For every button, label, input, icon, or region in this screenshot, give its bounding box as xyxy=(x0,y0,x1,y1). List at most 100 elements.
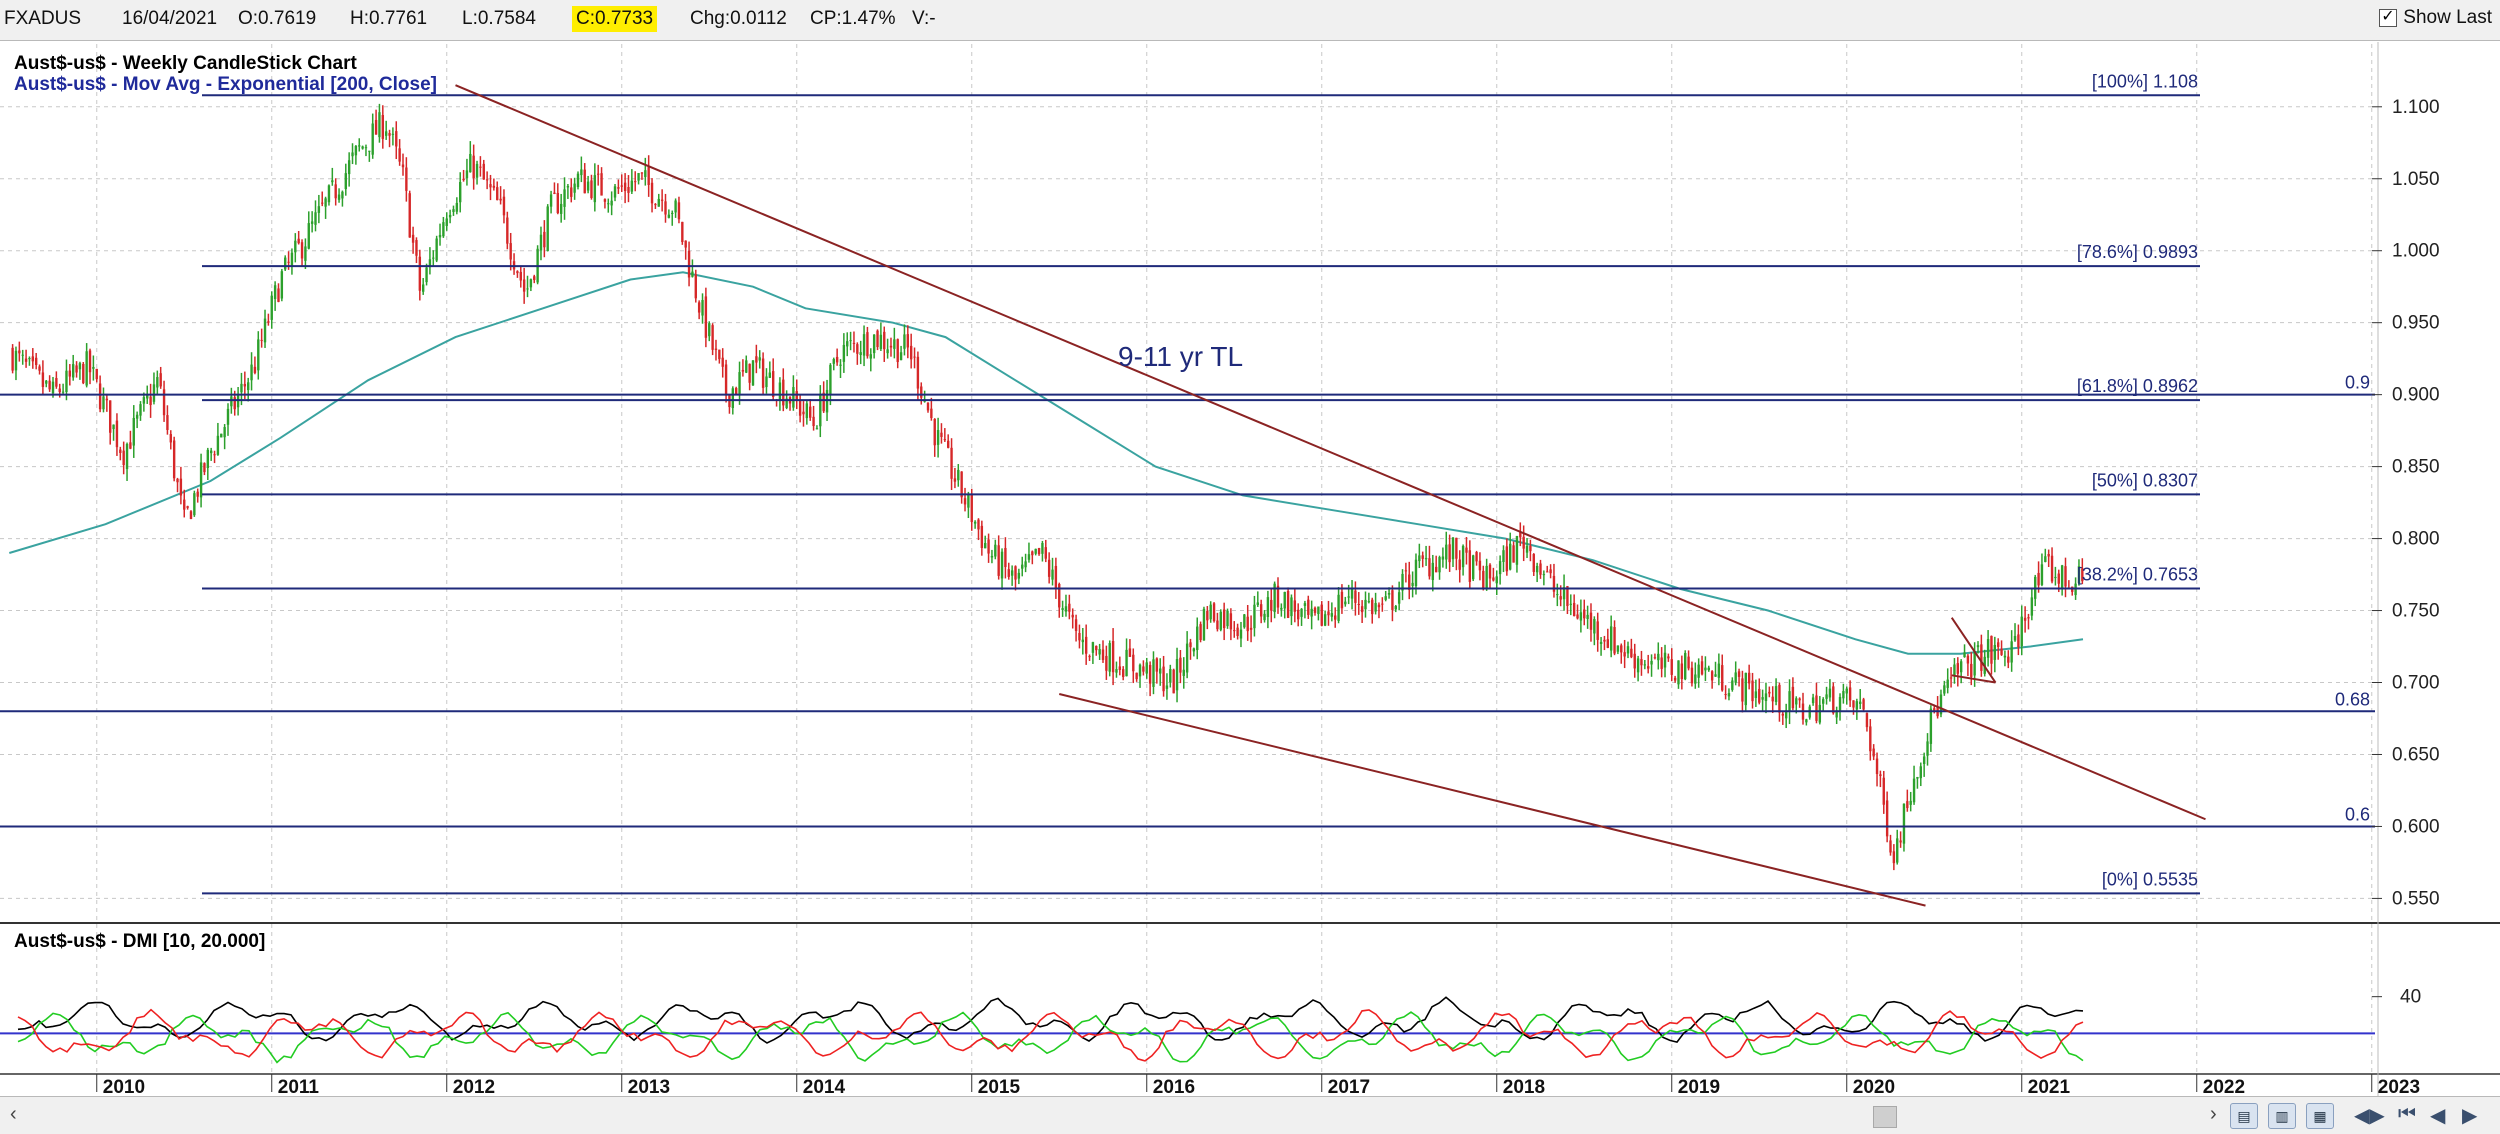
candle-body xyxy=(391,133,395,135)
time-tick-label: 2019 xyxy=(1678,1077,1720,1096)
candle-body xyxy=(872,334,876,354)
candle-body xyxy=(1468,550,1472,582)
candle-body xyxy=(1525,545,1529,553)
candle-body xyxy=(1522,536,1525,549)
candle-body xyxy=(45,380,48,384)
time-tick-label: 2010 xyxy=(103,1077,145,1096)
candle-body xyxy=(408,193,411,238)
candle-body xyxy=(1461,545,1465,568)
time-tick-label: 2015 xyxy=(978,1077,1021,1096)
candle-body xyxy=(2027,617,2030,619)
candle-body xyxy=(1209,604,1212,620)
scroll-right-icon[interactable]: › xyxy=(2210,1103,2217,1125)
candle-body xyxy=(1471,555,1475,580)
candle-body xyxy=(755,356,758,363)
candle-body xyxy=(314,212,317,225)
show-last-checkbox[interactable]: Show Last xyxy=(2379,6,2492,29)
candle-body xyxy=(432,257,435,259)
candle-body xyxy=(634,181,637,183)
candle-body xyxy=(593,175,597,203)
horizontal-scrollbar[interactable]: ‹ › ▤ ▥ ▦ ◀▶ ⏮ ◀ ▶ xyxy=(0,1096,2500,1134)
candle-body xyxy=(1546,571,1549,573)
candle-body xyxy=(98,383,102,410)
candle-body xyxy=(1334,615,1337,620)
candle-body xyxy=(21,354,24,356)
candle-body xyxy=(223,427,226,438)
candle-body xyxy=(1643,664,1647,666)
zoom-in-icon[interactable]: ▤ xyxy=(2230,1103,2258,1129)
scroll-left-icon[interactable]: ‹ xyxy=(10,1103,17,1125)
candle-body xyxy=(1428,558,1431,577)
candle-body xyxy=(1660,657,1663,669)
candle-body xyxy=(125,443,129,470)
candle-body xyxy=(1236,627,1239,636)
price-tick-label: 0.900 xyxy=(2392,385,2440,406)
candle-body xyxy=(1411,582,1414,586)
candle-body xyxy=(1199,624,1202,640)
candle-body xyxy=(1970,663,1973,677)
trendline-pennant-top xyxy=(1950,617,1997,684)
step-back-icon[interactable]: ◀ xyxy=(2430,1105,2446,1127)
candle-body xyxy=(987,539,990,554)
candle-body xyxy=(832,359,835,364)
candle-body xyxy=(260,339,263,341)
candle-body xyxy=(1673,677,1677,681)
candle-body xyxy=(1404,570,1408,572)
candle-body xyxy=(1613,627,1616,654)
candle-body xyxy=(88,350,92,373)
candle-body xyxy=(543,231,546,248)
candle-body xyxy=(119,449,122,453)
candle-body xyxy=(846,341,849,347)
candle-body xyxy=(913,356,916,358)
candle-body xyxy=(1095,645,1098,651)
scroll-both-icon[interactable]: ◀▶ xyxy=(2354,1105,2385,1127)
candle-body xyxy=(65,370,68,393)
candle-body xyxy=(943,439,947,441)
jump-start-icon[interactable]: ⏮ xyxy=(2398,1103,2416,1125)
candle-body xyxy=(1206,611,1209,621)
candle-body xyxy=(822,392,825,412)
candle-body xyxy=(576,173,580,188)
candle-body xyxy=(253,366,257,373)
candle-body xyxy=(172,440,176,479)
zoom-out-icon[interactable]: ▥ xyxy=(2268,1103,2296,1129)
candle-body xyxy=(1340,591,1344,609)
time-tick-label: 2012 xyxy=(453,1077,495,1096)
candle-body xyxy=(1670,659,1673,675)
candle-body xyxy=(1068,603,1071,612)
candle-body xyxy=(681,221,684,243)
candle-body xyxy=(1482,570,1485,589)
candle-body xyxy=(1256,602,1260,605)
scrollbar-thumb[interactable] xyxy=(1873,1106,1897,1128)
save-icon[interactable]: ▦ xyxy=(2306,1103,2334,1129)
candle-body xyxy=(580,169,583,176)
candle-body xyxy=(1357,603,1360,605)
candle-body xyxy=(1852,700,1855,708)
candle-body xyxy=(1061,608,1064,610)
candle-body xyxy=(1451,537,1455,560)
candle-body xyxy=(1249,627,1253,630)
candle-body xyxy=(1906,801,1909,809)
candle-body xyxy=(1394,606,1397,610)
candle-body xyxy=(290,252,294,266)
candle-body xyxy=(1815,695,1818,721)
candle-body xyxy=(492,185,496,188)
candle-body xyxy=(1492,577,1495,581)
candle-body xyxy=(714,348,718,350)
symbol-label: FXADUS xyxy=(4,8,82,29)
candle-body xyxy=(1034,548,1037,554)
candle-body xyxy=(169,434,172,443)
candle-body xyxy=(1458,559,1461,570)
price-tick-label: 0.700 xyxy=(2392,673,2440,694)
candle-body xyxy=(1152,659,1155,687)
candle-body xyxy=(1313,607,1317,613)
candle-body xyxy=(590,180,593,199)
candle-body xyxy=(1125,649,1128,677)
step-forward-icon[interactable]: ▶ xyxy=(2462,1105,2478,1127)
candle-body xyxy=(337,194,341,200)
candle-body xyxy=(475,163,479,178)
fib-level-label: [0%] 0.5535 xyxy=(2102,869,2198,889)
candle-body xyxy=(364,147,368,149)
chart-area[interactable]: [100%] 1.108 [78.6%] 0.9893 [61.8%] 0.8962… xyxy=(0,40,2500,1096)
checkbox-check-icon[interactable] xyxy=(2379,6,2398,27)
